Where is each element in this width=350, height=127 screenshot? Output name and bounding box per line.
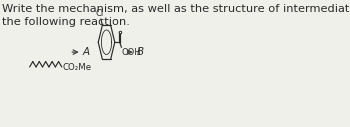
Text: Cl: Cl [96, 9, 104, 18]
Text: B: B [137, 47, 144, 57]
Text: Write the mechanism, as well as the structure of intermediate A and product B, f: Write the mechanism, as well as the stru… [2, 4, 350, 14]
Text: CO₂Me: CO₂Me [63, 64, 92, 72]
Text: A: A [83, 47, 90, 57]
Text: the following reaction.: the following reaction. [2, 17, 130, 27]
Text: OOH: OOH [122, 48, 141, 57]
